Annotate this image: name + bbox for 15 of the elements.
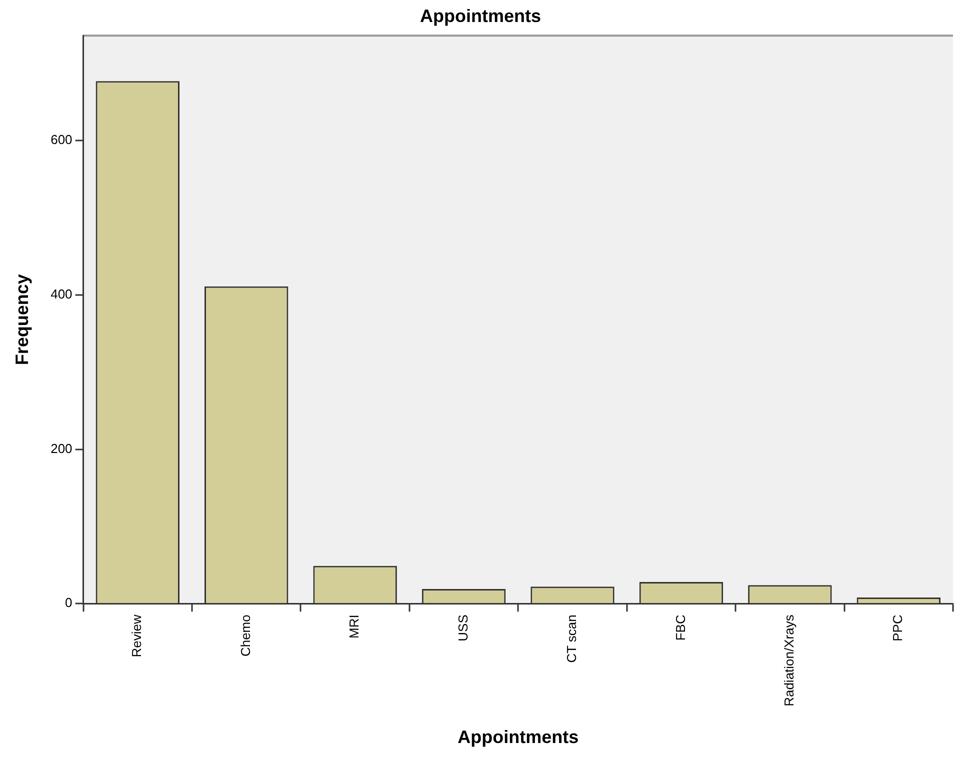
- x-tick-label: CT scan: [564, 614, 580, 663]
- y-tick-label: 600: [50, 132, 72, 148]
- x-tick-label: USS: [455, 614, 470, 642]
- y-tick-label: 0: [65, 595, 72, 610]
- y-tick-label: 200: [50, 440, 72, 456]
- chart-title: Appointments: [420, 6, 541, 26]
- y-axis-title: Frequency: [12, 274, 32, 366]
- x-tick-label: Radiation/Xrays: [782, 614, 797, 706]
- x-axis-title: Appointments: [458, 727, 579, 748]
- x-tick-label: Chemo: [238, 614, 253, 657]
- y-tick-label: 400: [50, 286, 72, 302]
- x-tick-label: Review: [129, 614, 144, 658]
- x-tick-label: PPC: [890, 614, 906, 642]
- x-tick-label: FBC: [672, 614, 688, 641]
- x-tick-label: MRI: [346, 614, 362, 638]
